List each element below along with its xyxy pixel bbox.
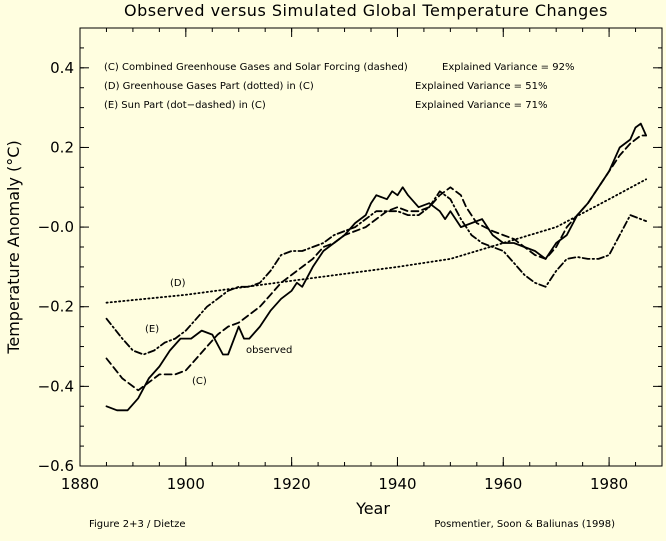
y-tick-label: −0.2: [38, 298, 74, 316]
annotation-observed: observed: [246, 345, 292, 356]
x-tick-label: 1960: [484, 475, 522, 493]
y-tick-label: −0.4: [38, 377, 74, 395]
series-line-d-greenhouse: [105, 178, 647, 304]
series-line-e-sun: [105, 190, 647, 356]
series-line-c-combined: [105, 134, 647, 392]
legend-entry-d: (D) Greenhouse Gases Part (dotted) in (C…: [104, 81, 314, 92]
x-tick-label: 1980: [590, 475, 628, 493]
chart-title: Observed versus Simulated Global Tempera…: [124, 1, 608, 20]
legend-variance-c: Explained Variance = 92%: [442, 62, 574, 73]
legend-variance-e: Explained Variance = 71%: [415, 100, 547, 111]
y-tick-label: 0.2: [50, 138, 74, 156]
plot-frame: [79, 27, 663, 467]
x-tick-label: 1940: [378, 475, 416, 493]
series-layer: [105, 122, 647, 412]
y-tick-label: −0.6: [38, 457, 74, 475]
x-tick-label: 1920: [273, 475, 311, 493]
legend-variance-d: Explained Variance = 51%: [415, 81, 547, 92]
legend-entry-c: (C) Combined Greenhouse Gases and Solar …: [104, 62, 408, 73]
y-tick-label: −0.0: [38, 218, 74, 236]
annotation-e: (E): [145, 324, 159, 335]
legend-entry-e: (E) Sun Part (dot−dashed) in (C): [104, 100, 266, 111]
x-tick-label: 1880: [61, 475, 99, 493]
y-axis-label: Temperature Anomaly (°C): [4, 140, 23, 354]
x-axis-label: Year: [355, 499, 390, 518]
footer-left: Figure 2+3 / Dietze: [89, 519, 186, 530]
y-tick-label: 0.4: [50, 59, 74, 77]
x-tick-label: 1900: [167, 475, 205, 493]
x-axis: 1880 1900 1920 1940 1960 1980: [61, 28, 663, 493]
footer-right: Posmentier, Soon & Baliunas (1998): [434, 519, 615, 530]
series-line-observed: [105, 122, 647, 412]
annotation-d: (D): [170, 278, 186, 289]
y-axis: 0.4 0.2 −0.0 −0.2 −0.4 −0.6: [38, 27, 662, 475]
annotation-c: (C): [192, 376, 207, 387]
